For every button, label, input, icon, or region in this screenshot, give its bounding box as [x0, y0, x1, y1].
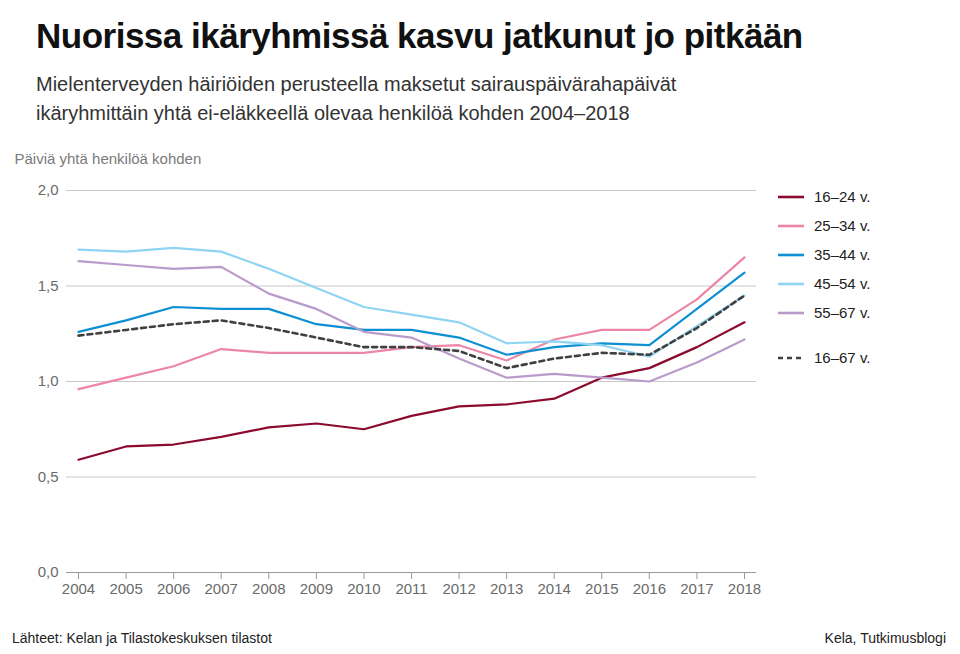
- html-text:Lähteet: Kelan ja Tilastokesku: Lähteet: Kelan ja Tilastokeskuksen tilas…: [12, 630, 272, 646]
- svg-text:2006: 2006: [157, 580, 190, 597]
- html-text:Nuorissa ikäryhmissä kasvu jat: Nuorissa ikäryhmissä kasvu jatkunut jo p…: [36, 16, 803, 55]
- svg-text:1,0: 1,0: [38, 372, 59, 389]
- svg-text:Päiviä yhtä henkilöä kohden: Päiviä yhtä henkilöä kohden: [15, 150, 202, 167]
- svg-text:2007: 2007: [205, 580, 238, 597]
- svg-text:2015: 2015: [585, 580, 618, 597]
- svg-text:2,0: 2,0: [38, 181, 59, 198]
- html-text:45–54 v.: 45–54 v.: [814, 275, 871, 292]
- html-text:25–34 v.: 25–34 v.: [814, 217, 871, 234]
- svg-text:2011: 2011: [395, 580, 427, 597]
- html-text:Kela, Tutkimusblogi: Kela, Tutkimusblogi: [824, 630, 946, 646]
- svg-text:2013: 2013: [490, 580, 523, 597]
- svg-text:2012: 2012: [442, 580, 475, 597]
- html-text:16–67 v.: 16–67 v.: [814, 349, 871, 366]
- svg-text:0,5: 0,5: [38, 468, 59, 485]
- html-text:16–24 v.: 16–24 v.: [814, 188, 871, 205]
- html-text:35–44 v.: 35–44 v.: [814, 246, 871, 263]
- svg-text:2016: 2016: [633, 580, 666, 597]
- svg-text:2008: 2008: [252, 580, 285, 597]
- svg-text:2018: 2018: [728, 580, 761, 597]
- svg-text:2009: 2009: [300, 580, 333, 597]
- svg-text:2004: 2004: [62, 580, 95, 597]
- svg-text:2005: 2005: [109, 580, 142, 597]
- svg-text:2010: 2010: [347, 580, 380, 597]
- svg-text:2014: 2014: [538, 580, 571, 597]
- svg-text:2017: 2017: [680, 580, 713, 597]
- html-text:Mielenterveyden häiriöiden per: Mielenterveyden häiriöiden perusteella m…: [36, 73, 677, 124]
- html-text:55–67 v.: 55–67 v.: [814, 304, 871, 321]
- svg-text:1,5: 1,5: [38, 277, 59, 294]
- svg-text:0,0: 0,0: [38, 563, 59, 580]
